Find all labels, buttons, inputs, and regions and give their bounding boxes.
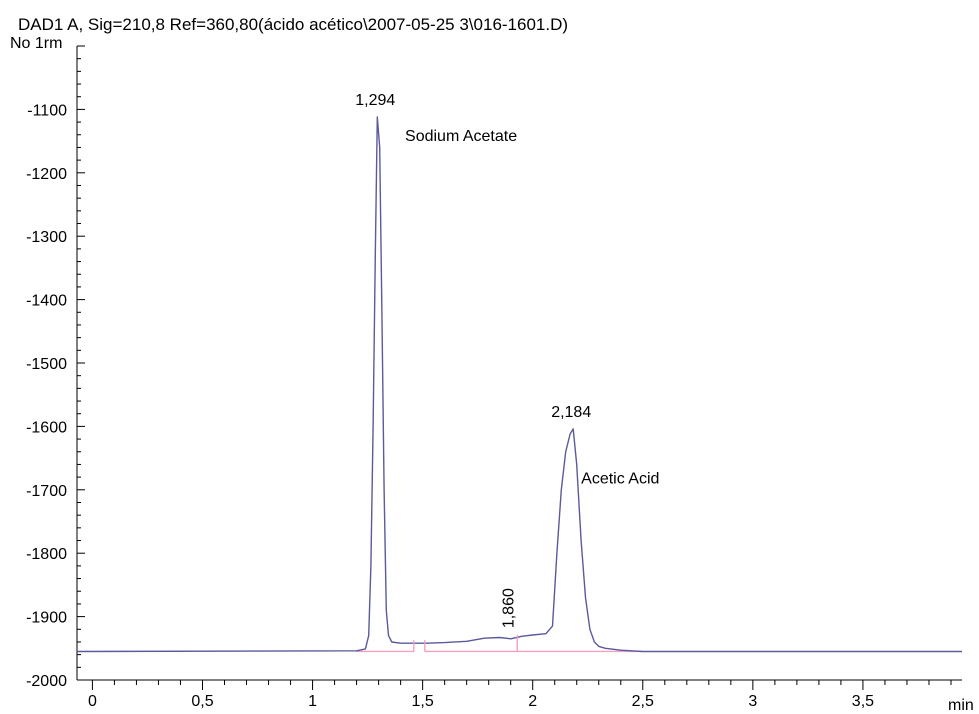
y-tick-label: -1200 bbox=[26, 166, 67, 183]
axes-group: -1100 -1200 -1300 -1400 -1500 -1600 -1700 -1800… bbox=[26, 45, 962, 710]
x-tick-label: 2,5 bbox=[632, 693, 654, 710]
y-tick-label: -1700 bbox=[26, 483, 67, 500]
peak-retention-label: 1,860 bbox=[500, 588, 517, 628]
y-axis-unit-label: No 1rm bbox=[10, 35, 62, 52]
compound-annotation: Sodium Acetate bbox=[405, 128, 517, 145]
y-tick-label: -2000 bbox=[26, 673, 67, 690]
x-tick-label: 0 bbox=[88, 693, 97, 710]
chart-title: DAD1 A, Sig=210,8 Ref=360,80(ácido acéti… bbox=[18, 15, 568, 34]
x-tick-label: 3,5 bbox=[852, 693, 874, 710]
y-tick-label: -1800 bbox=[26, 546, 67, 563]
x-axis-unit-label: min bbox=[948, 697, 974, 714]
x-tick-label: 0,5 bbox=[191, 693, 213, 710]
compound-annotation: Acetic Acid bbox=[581, 470, 659, 487]
y-tick-label: -1900 bbox=[26, 610, 67, 627]
y-tick-label: -1400 bbox=[26, 293, 67, 310]
y-tick-label: -1500 bbox=[26, 356, 67, 373]
peak-retention-label: 2,184 bbox=[551, 404, 591, 421]
x-tick-label: 3 bbox=[748, 693, 757, 710]
y-tick-label: -1100 bbox=[27, 102, 67, 119]
x-tick-label: 2 bbox=[528, 693, 537, 710]
y-tick-label: -1300 bbox=[26, 229, 67, 246]
labels-group: 1,294 2,184 1,860 Sodium Acetate Acetic Acid bbox=[355, 92, 659, 628]
y-tick-label: -1600 bbox=[26, 419, 67, 436]
signal-trace-group bbox=[76, 116, 962, 653]
x-tick-label: 1,5 bbox=[412, 693, 434, 710]
peak-markers-group bbox=[413, 635, 518, 652]
peak-retention-label: 1,294 bbox=[355, 92, 395, 109]
signal-trace-line bbox=[76, 116, 962, 653]
x-tick-label: 1 bbox=[308, 693, 317, 710]
